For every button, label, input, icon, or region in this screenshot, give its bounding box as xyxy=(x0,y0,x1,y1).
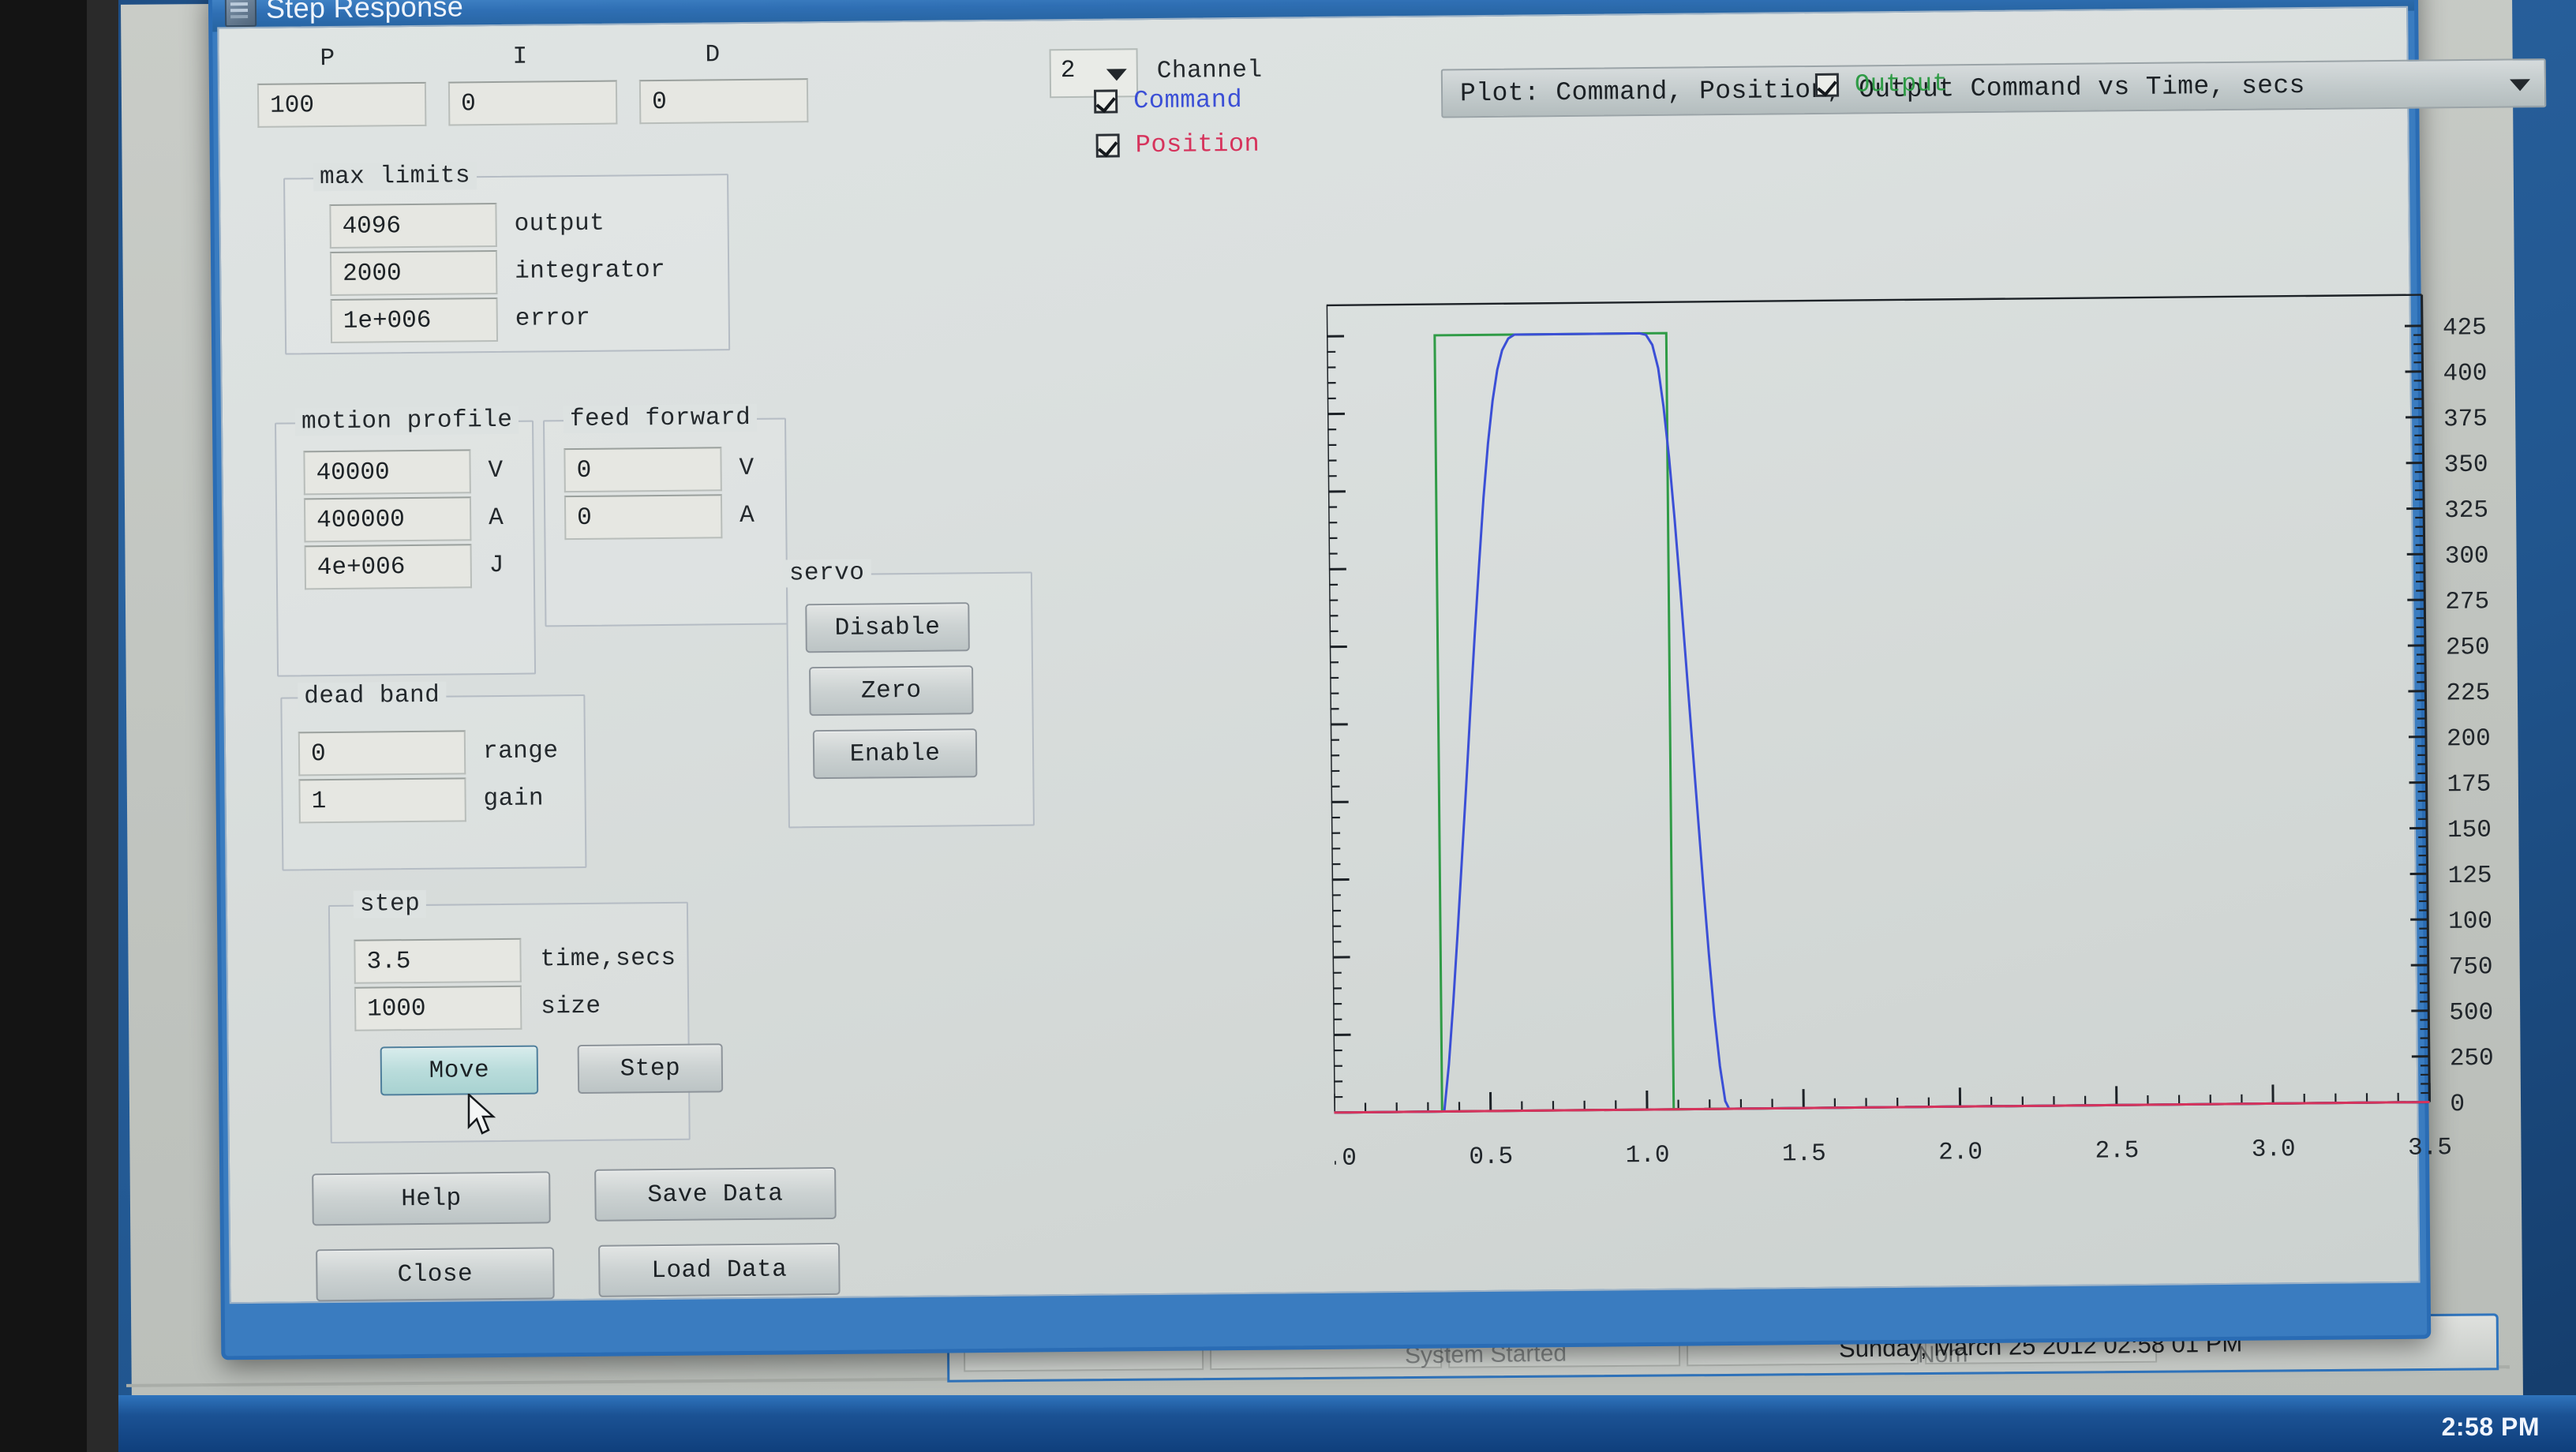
monitor-bezel-inner xyxy=(87,0,123,1452)
step-size-label: size xyxy=(540,992,601,1021)
profile-jerk-input[interactable]: 4e+006 xyxy=(304,544,473,590)
taskbar-clock[interactable]: 2:58 PM xyxy=(2441,1413,2540,1441)
svg-text:3250: 3250 xyxy=(2444,496,2496,525)
d-label: D xyxy=(705,41,721,69)
svg-text:2.5: 2.5 xyxy=(2095,1137,2139,1166)
motion-profile-title: motion profile xyxy=(294,406,519,436)
svg-text:2.0: 2.0 xyxy=(1938,1139,1983,1167)
svg-text:2750: 2750 xyxy=(2445,588,2495,616)
dialog-client-area: P I D 100 0 0 max limits 4096 output 200… xyxy=(217,6,2547,1304)
ff-velocity-unit: V xyxy=(739,454,754,483)
servo-disable-button[interactable]: Disable xyxy=(805,602,970,653)
svg-text:0.5: 0.5 xyxy=(1469,1143,1513,1172)
svg-text:750: 750 xyxy=(2449,953,2493,982)
command-checkbox-label: Command xyxy=(1133,84,1243,116)
profile-velocity-input[interactable]: 40000 xyxy=(303,449,471,496)
step-response-dialog: Step Response P I D 100 0 0 max limits 4… xyxy=(208,0,2547,1360)
servo-zero-button[interactable]: Zero xyxy=(809,665,974,717)
step-size-input[interactable]: 1000 xyxy=(354,985,522,1031)
servo-title: servo xyxy=(782,559,871,588)
i-label: I xyxy=(512,43,528,71)
mouse-cursor xyxy=(467,1094,496,1135)
svg-text:500: 500 xyxy=(2449,999,2493,1027)
svg-text:1.5: 1.5 xyxy=(1782,1140,1826,1169)
max-integrator-input[interactable]: 2000 xyxy=(329,249,498,297)
max-error-input[interactable]: 1e+006 xyxy=(330,297,499,344)
profile-velocity-unit: V xyxy=(488,456,504,485)
dead-band-gain-label: gain xyxy=(483,784,545,814)
max-output-input[interactable]: 4096 xyxy=(329,202,497,249)
svg-text:1000: 1000 xyxy=(2448,908,2496,936)
svg-text:3500: 3500 xyxy=(2443,451,2495,480)
output-checkbox-label: Output xyxy=(1854,69,1949,99)
command-checkbox[interactable] xyxy=(1094,89,1118,114)
channel-value: 2 xyxy=(1060,56,1076,85)
p-label: P xyxy=(320,44,335,73)
windows-taskbar[interactable] xyxy=(118,1395,2576,1452)
dead-band-range-input[interactable]: 0 xyxy=(298,730,466,777)
max-output-label: output xyxy=(514,209,605,238)
step-response-chart: 0100200300400500600700800900100002505007… xyxy=(1326,285,2496,1213)
channel-label: Channel xyxy=(1156,56,1263,85)
svg-text:1500: 1500 xyxy=(2447,816,2496,844)
max-limits-title: max limits xyxy=(313,162,477,192)
dialog-title: Step Response xyxy=(265,0,464,24)
profile-accel-unit: A xyxy=(489,503,504,533)
plot-select[interactable]: Plot: Command, Position, Output Command … xyxy=(1440,58,2547,118)
profile-jerk-unit: J xyxy=(489,551,505,580)
dead-band-title: dead band xyxy=(298,681,447,711)
move-button[interactable]: Move xyxy=(380,1045,539,1096)
chevron-down-icon xyxy=(1106,69,1127,81)
chevron-down-icon xyxy=(2509,79,2531,92)
svg-text:0.0: 0.0 xyxy=(1327,1145,1357,1173)
svg-text:2500: 2500 xyxy=(2446,634,2496,662)
dead-band-range-label: range xyxy=(482,737,559,766)
svg-text:1250: 1250 xyxy=(2447,862,2495,890)
svg-text:3750: 3750 xyxy=(2443,406,2496,434)
app-icon xyxy=(224,0,257,28)
output-checkbox[interactable] xyxy=(1814,73,1840,97)
max-error-label: error xyxy=(515,304,591,333)
svg-text:2250: 2250 xyxy=(2446,679,2495,708)
max-integrator-label: integrator xyxy=(515,256,666,286)
d-input[interactable]: 0 xyxy=(638,78,809,125)
position-checkbox-label: Position xyxy=(1135,129,1260,160)
position-checkbox[interactable] xyxy=(1095,133,1120,158)
i-input[interactable]: 0 xyxy=(447,80,618,126)
step-button[interactable]: Step xyxy=(577,1043,724,1095)
svg-text:3000: 3000 xyxy=(2445,542,2496,571)
svg-text:2000: 2000 xyxy=(2447,725,2496,754)
step-title: step xyxy=(353,889,427,919)
load-data-button[interactable]: Load Data xyxy=(598,1242,841,1297)
svg-text:1750: 1750 xyxy=(2447,771,2495,799)
chart-svg: 0100200300400500600700800900100002505007… xyxy=(1326,294,2496,1173)
save-data-button[interactable]: Save Data xyxy=(594,1166,837,1222)
p-input[interactable]: 100 xyxy=(256,81,427,128)
dead-band-gain-input[interactable]: 1 xyxy=(298,777,466,824)
feed-forward-title: feed forward xyxy=(563,403,758,434)
ff-accel-input[interactable]: 0 xyxy=(564,494,723,541)
svg-text:3.5: 3.5 xyxy=(2408,1134,2452,1162)
close-button[interactable]: Close xyxy=(316,1247,555,1302)
svg-text:4000: 4000 xyxy=(2443,360,2495,388)
svg-text:3.0: 3.0 xyxy=(2252,1136,2296,1164)
svg-text:0: 0 xyxy=(2450,1091,2465,1118)
svg-text:4250: 4250 xyxy=(2443,314,2496,342)
profile-accel-input[interactable]: 400000 xyxy=(303,496,472,543)
ff-accel-unit: A xyxy=(739,501,755,530)
servo-enable-button[interactable]: Enable xyxy=(812,728,978,780)
ff-velocity-input[interactable]: 0 xyxy=(564,447,722,493)
svg-text:1.0: 1.0 xyxy=(1626,1142,1670,1170)
step-time-label: time,secs xyxy=(540,944,676,974)
help-button[interactable]: Help xyxy=(312,1171,551,1226)
step-time-input[interactable]: 3.5 xyxy=(354,937,522,984)
svg-text:250: 250 xyxy=(2450,1045,2494,1073)
